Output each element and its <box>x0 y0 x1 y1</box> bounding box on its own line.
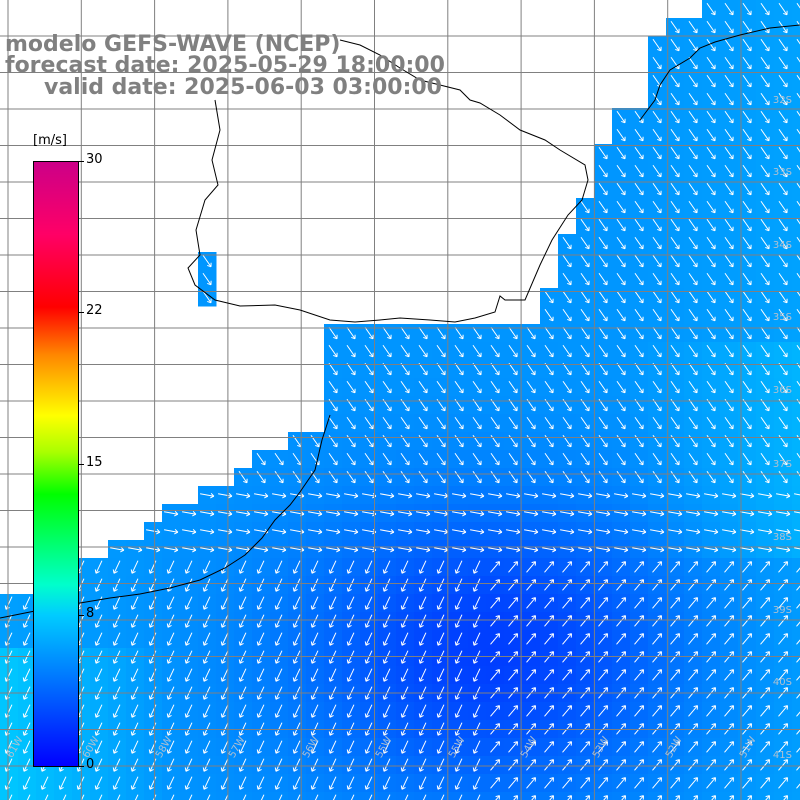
colorbar-tick-30: 30 <box>86 152 103 167</box>
lat-label-41s: 41S <box>772 750 792 761</box>
lat-label-39s: 39S <box>772 605 792 616</box>
coastline-east <box>639 24 800 121</box>
wind-direction-arrows <box>4 2 800 800</box>
colorbar-tick-15: 15 <box>86 455 103 470</box>
coastline <box>187 39 589 323</box>
title-forecast-date: forecast date: 2025-05-29 18:00:00 <box>5 53 445 78</box>
lat-label-34s: 34S <box>772 240 792 251</box>
lat-label-37s: 37S <box>772 459 792 470</box>
colorbar-tick-22: 22 <box>86 303 103 318</box>
colorbar <box>33 161 79 767</box>
colorbar-tick-8: 8 <box>86 606 95 621</box>
colorbar-tick-0: 0 <box>86 757 95 772</box>
title-model: modelo GEFS-WAVE (NCEP) <box>5 32 341 57</box>
lat-label-32s: 32S <box>772 95 792 106</box>
colorbar-unit-label: [m/s] <box>33 133 67 148</box>
lat-label-35s: 35S <box>772 312 792 323</box>
lat-label-36s: 36S <box>772 385 792 396</box>
lat-label-40s: 40S <box>772 677 792 688</box>
title-valid-date: valid date: 2025-06-03 03:00:00 <box>44 75 442 100</box>
lat-label-33s: 33S <box>772 167 792 178</box>
lat-label-38s: 38S <box>772 532 792 543</box>
